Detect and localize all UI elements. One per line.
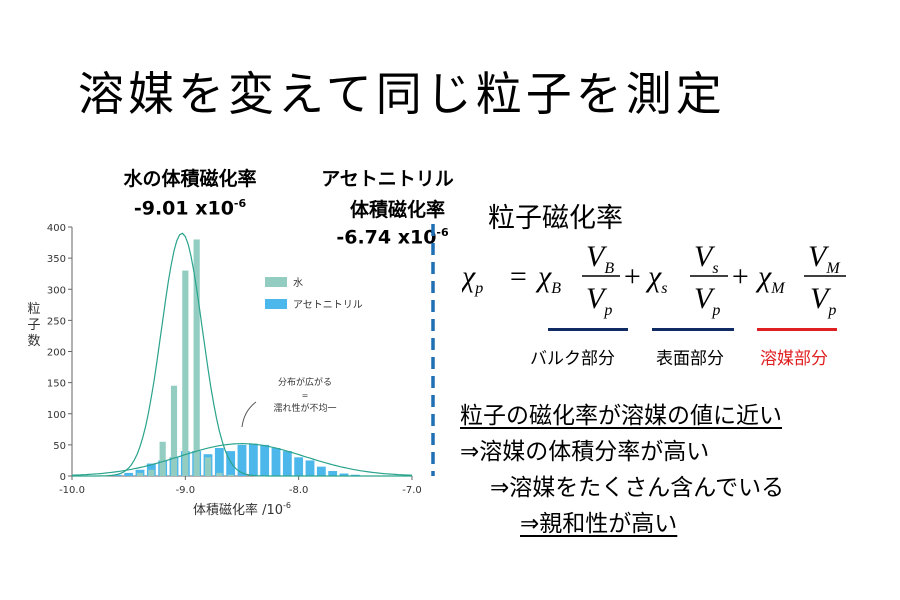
conclusion-line-3: ⇒溶媒をたくさん含んでいる <box>490 475 785 501</box>
acn-bar <box>316 466 326 476</box>
acn-bar <box>237 444 247 476</box>
plus-sign-2: + <box>730 260 750 293</box>
acn-bar <box>214 447 224 476</box>
plus-sign-1: + <box>622 260 642 293</box>
acn-label-line2: 体積磁化率 <box>349 199 445 221</box>
acn-label-line1: アセトニトリル <box>321 168 454 190</box>
frac-vs-numerator: Vs <box>694 240 719 277</box>
acn-dashed-marker <box>431 224 435 476</box>
acn-bar <box>305 460 315 476</box>
acn-bar <box>248 443 258 476</box>
frac-vp-denominator-2: Vp <box>694 282 720 319</box>
acn-bar <box>328 471 338 476</box>
x-tick-label: -8.0 <box>289 485 309 496</box>
water-bar <box>216 472 223 476</box>
frac-vp-denominator-1: Vp <box>586 282 612 319</box>
acn-value-text: -6.74 x10 <box>336 226 437 249</box>
water-bar <box>193 239 200 476</box>
histogram-chart: 0 50 100 150 200 250 300 350 400 -10.0 -9.0 -8.0 -7.… <box>27 223 422 518</box>
acn-bar <box>226 451 236 476</box>
equals-sign: = <box>508 260 528 293</box>
acn-fit-curve <box>71 442 413 476</box>
water-value-exp: -6 <box>233 197 247 210</box>
y-axis-label-char: 数 <box>27 334 40 349</box>
legend-water-swatch <box>265 277 287 287</box>
x-tick-label: -10.0 <box>59 485 85 496</box>
y-tick-label: 0 <box>60 472 66 483</box>
acn-bar <box>271 447 281 476</box>
acn-bar <box>124 472 134 476</box>
solvent-term-underline <box>757 328 837 331</box>
water-susceptibility-label: 水の体積磁化率 -9.01 x10-6 <box>95 164 285 219</box>
water-label-line1: 水の体積磁化率 <box>123 168 257 190</box>
legend-acn-label: アセトニトリル <box>293 299 363 311</box>
water-label-value: -9.01 x10-6 <box>95 197 285 219</box>
acn-label-value: -6.74 x10-6 <box>300 226 475 248</box>
y-tick-label: 400 <box>47 223 66 234</box>
water-value-text: -9.01 x10 <box>133 197 234 220</box>
surface-term-underline <box>652 328 734 331</box>
y-tick-label: 50 <box>53 441 66 452</box>
frac-vm-numerator: VM <box>808 240 841 277</box>
acn-bar <box>350 474 360 476</box>
acn-bar <box>339 473 349 476</box>
y-tick-label: 350 <box>47 254 66 265</box>
chi-p-symbol: χp <box>462 260 483 297</box>
conclusion-line-2: ⇒溶媒の体積分率が高い <box>460 439 710 465</box>
acn-value-exp: -6 <box>436 226 449 239</box>
frac-vp-denominator-3: Vp <box>810 282 836 319</box>
acn-susceptibility-label: アセトニトリル 体積磁化率 -6.74 x10-6 <box>300 164 475 248</box>
x-tick-label: -7.0 <box>402 485 422 496</box>
y-tick-label: 300 <box>47 285 66 296</box>
acn-bar <box>294 457 304 476</box>
slide-title: 溶媒を変えて同じ粒子を測定 <box>78 67 726 121</box>
y-tick-label: 100 <box>47 410 66 421</box>
annotation-line-1: 分布が広がる <box>278 376 332 388</box>
y-axis-label-char: 粒 <box>27 302 40 317</box>
x-axis-label: 体積磁化率 /10-6 <box>193 501 291 518</box>
x-tick-label: -9.0 <box>176 485 196 496</box>
y-tick-label: 200 <box>47 348 66 359</box>
bulk-part-label: バルク部分 <box>530 349 615 369</box>
formula-heading: 粒子磁化率 <box>488 203 623 234</box>
water-bar <box>159 441 166 476</box>
y-tick-label: 150 <box>47 379 66 390</box>
water-bar <box>136 472 144 476</box>
conclusion-line-1: 粒子の磁化率が溶媒の値に近い <box>460 403 782 429</box>
surface-part-label: 表面部分 <box>656 349 724 369</box>
acn-bar <box>260 444 270 476</box>
chi-b-symbol: χB <box>535 260 561 297</box>
legend-acn-swatch <box>265 299 287 309</box>
susceptibility-formula: χp = χB VB Vp + χs Vs Vp + χM VM Vp <box>462 240 846 319</box>
water-bar <box>182 270 189 476</box>
legend-water-label: 水 <box>293 277 303 289</box>
acn-bar <box>282 451 292 476</box>
annotation-line-3: 濡れ性が不均一 <box>273 402 336 414</box>
chi-s-symbol: χs <box>645 260 667 297</box>
annotation-line-2: = <box>302 391 309 400</box>
annotation-bracket <box>241 401 257 428</box>
y-axis-label-char: 子 <box>27 318 40 333</box>
conclusion-line-4: ⇒親和性が高い <box>520 511 678 537</box>
chi-m-symbol: χM <box>755 260 786 297</box>
water-bar <box>204 457 212 476</box>
frac-vb-numerator: VB <box>586 240 614 277</box>
acn-bar <box>112 474 122 476</box>
water-bar <box>170 385 178 476</box>
y-tick-label: 250 <box>47 316 66 327</box>
water-bar <box>148 469 155 476</box>
solvent-part-label: 溶媒部分 <box>760 349 828 369</box>
bulk-term-underline <box>548 328 628 331</box>
water-bar <box>227 474 234 476</box>
water-fit-curve <box>72 232 412 477</box>
